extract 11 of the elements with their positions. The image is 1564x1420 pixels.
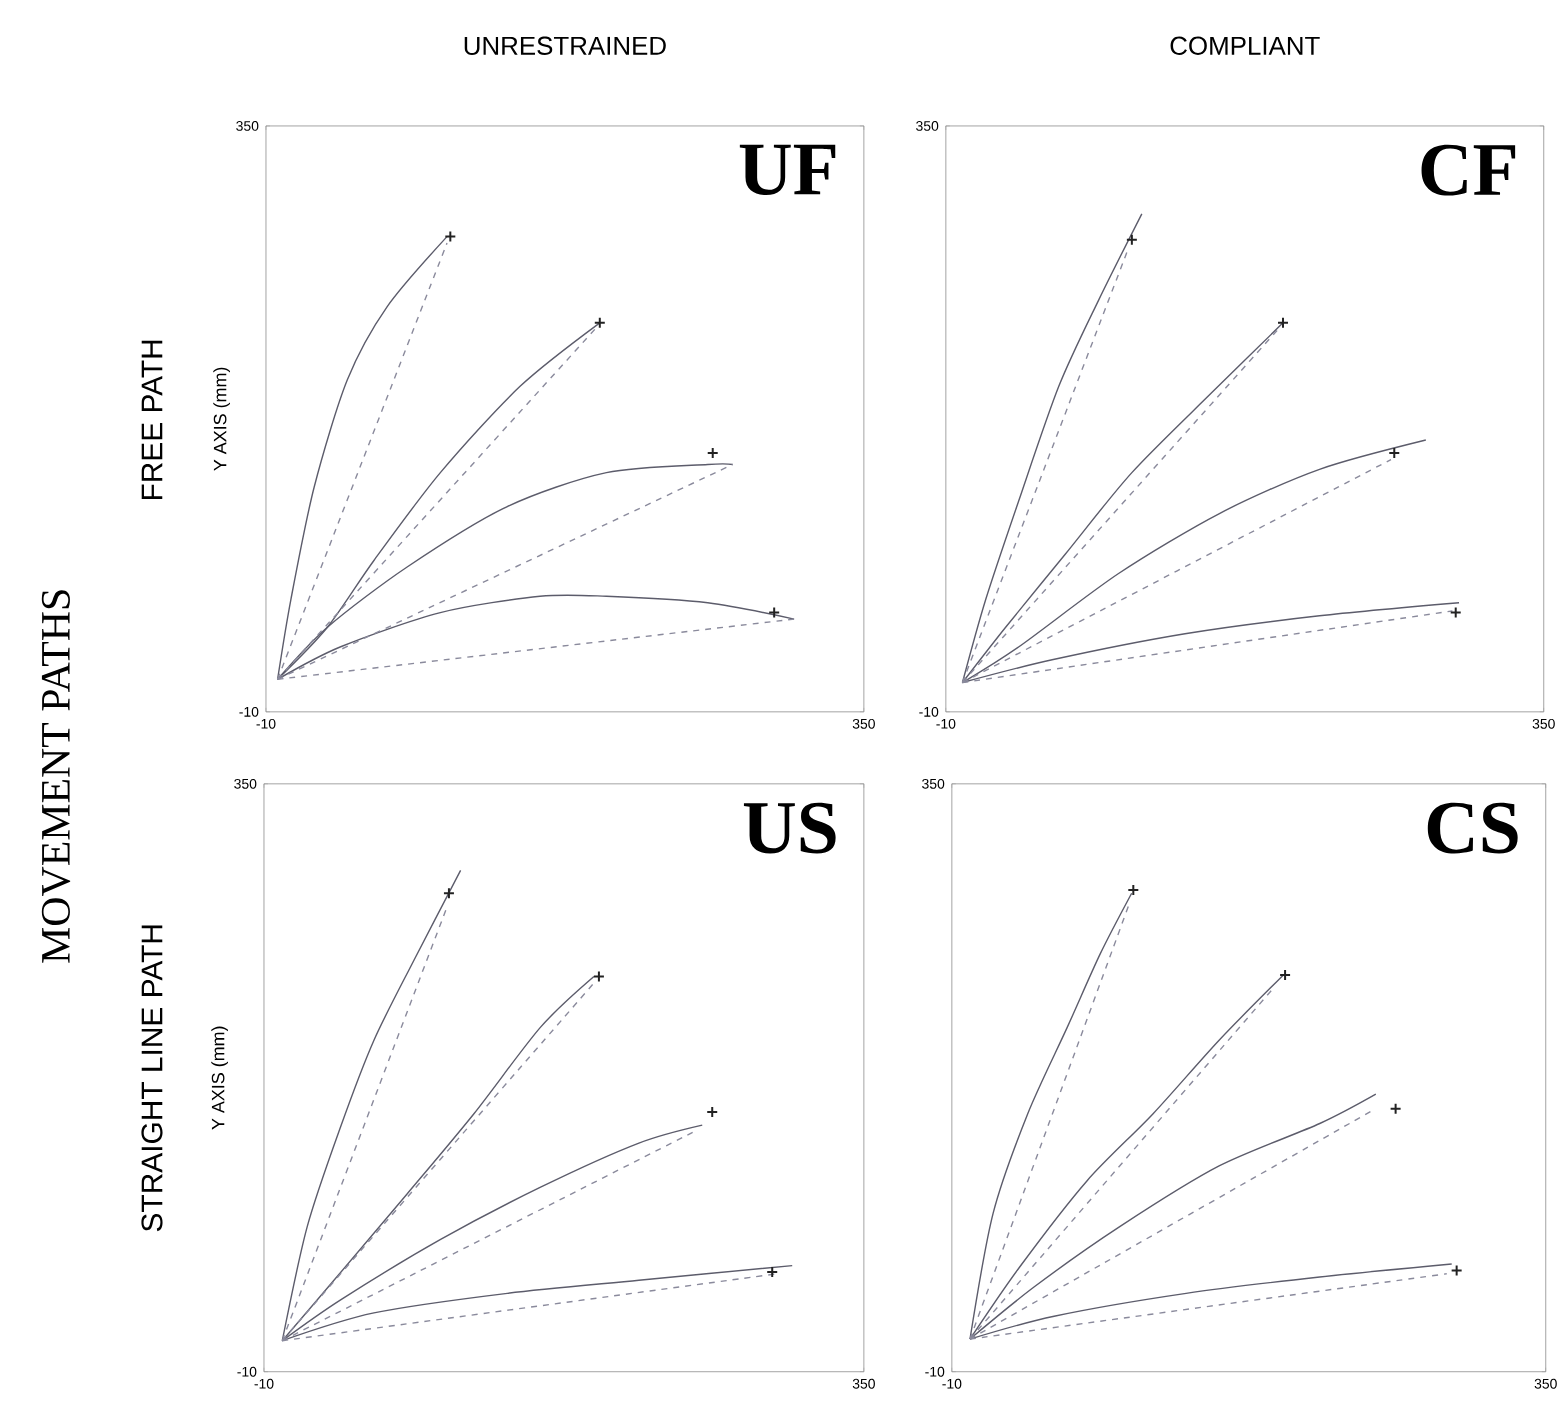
annotation: UF [739,144,836,196]
text: STRAIGHT LINE PATH [141,925,163,1232]
annotation: CF [1421,144,1516,196]
y-axis-title: Y AXIS (mm) [211,1026,228,1130]
text: FREE PATH [141,340,163,500]
chart-title: UNRESTRAINED [464,36,666,56]
text: MOVEMENT PATHS [41,590,71,963]
annotation: CS [1427,802,1518,854]
annotation: US [743,802,836,854]
y-axis-title: Y AXIS (mm) [213,367,230,471]
chart-title: COMPLIANT [1170,36,1320,56]
